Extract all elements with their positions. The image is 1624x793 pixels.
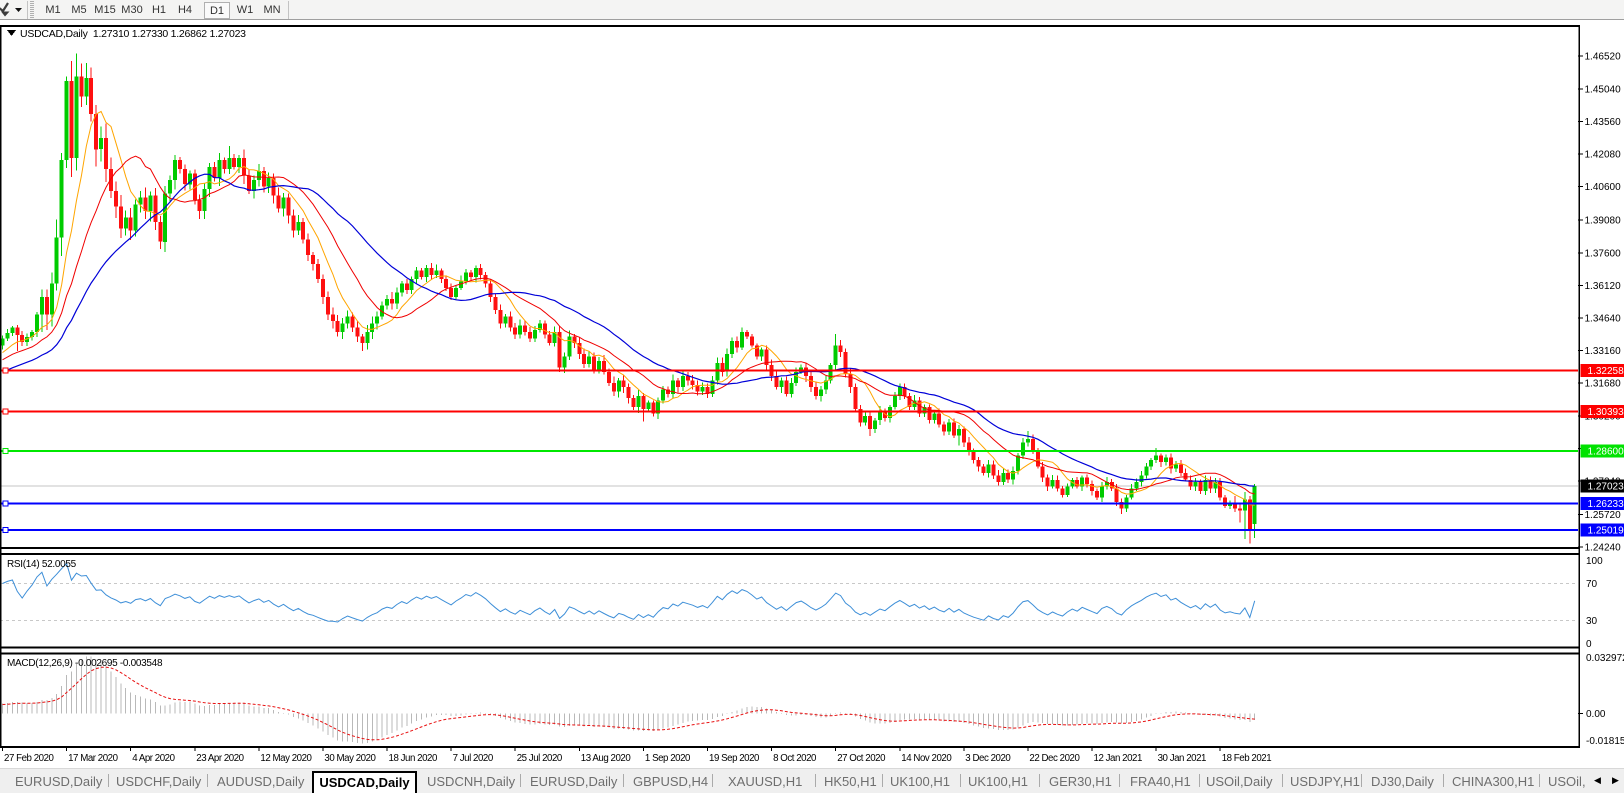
- svg-text:100: 100: [1586, 556, 1603, 567]
- svg-text:14 Nov 2020: 14 Nov 2020: [901, 753, 952, 764]
- svg-text:18 Feb 2021: 18 Feb 2021: [1222, 753, 1272, 764]
- svg-text:0.00: 0.00: [1586, 709, 1606, 720]
- svg-text:4 Apr 2020: 4 Apr 2020: [132, 753, 175, 764]
- svg-text:1.34640: 1.34640: [1585, 314, 1622, 325]
- svg-text:1.31680: 1.31680: [1585, 379, 1622, 390]
- svg-text:1.33160: 1.33160: [1585, 346, 1622, 357]
- svg-text:7 Jul 2020: 7 Jul 2020: [453, 753, 494, 764]
- svg-text:30 May 2020: 30 May 2020: [324, 753, 376, 764]
- svg-text:12 Jan 2021: 12 Jan 2021: [1094, 753, 1142, 764]
- svg-text:19 Sep 2020: 19 Sep 2020: [709, 753, 760, 764]
- svg-text:1.27023: 1.27023: [1588, 481, 1624, 492]
- svg-text:1.37600: 1.37600: [1585, 248, 1622, 259]
- svg-text:25 Jul 2020: 25 Jul 2020: [517, 753, 563, 764]
- svg-text:0.032972: 0.032972: [1586, 653, 1624, 664]
- svg-text:MACD(12,26,9) -0.002695 -0.003: MACD(12,26,9) -0.002695 -0.003548: [7, 658, 163, 669]
- svg-text:12 May 2020: 12 May 2020: [260, 753, 312, 764]
- svg-text:1.25019: 1.25019: [1588, 526, 1624, 537]
- svg-text:0: 0: [1586, 639, 1592, 650]
- svg-text:1.43560: 1.43560: [1585, 117, 1622, 128]
- svg-text:30: 30: [1586, 616, 1598, 627]
- svg-text:1.24240: 1.24240: [1585, 543, 1622, 554]
- svg-text:30 Jan 2021: 30 Jan 2021: [1158, 753, 1206, 764]
- svg-text:70: 70: [1586, 579, 1598, 590]
- svg-text:3 Dec 2020: 3 Dec 2020: [965, 753, 1011, 764]
- svg-text:1.30393: 1.30393: [1588, 407, 1624, 418]
- svg-text:1.45040: 1.45040: [1585, 84, 1622, 95]
- svg-text:1.32258: 1.32258: [1588, 366, 1624, 377]
- svg-text:1.36120: 1.36120: [1585, 281, 1622, 292]
- svg-text:27 Oct 2020: 27 Oct 2020: [837, 753, 886, 764]
- svg-text:1 Sep 2020: 1 Sep 2020: [645, 753, 691, 764]
- svg-text:1.42080: 1.42080: [1585, 150, 1622, 161]
- svg-text:22 Dec 2020: 22 Dec 2020: [1029, 753, 1080, 764]
- svg-text:1.26233: 1.26233: [1588, 499, 1624, 510]
- svg-text:13 Aug 2020: 13 Aug 2020: [581, 753, 632, 764]
- svg-text:8 Oct 2020: 8 Oct 2020: [773, 753, 817, 764]
- svg-text:1.40600: 1.40600: [1585, 182, 1622, 193]
- svg-text:1.39080: 1.39080: [1585, 216, 1622, 227]
- svg-text:23 Apr 2020: 23 Apr 2020: [196, 753, 244, 764]
- svg-text:-0.018154: -0.018154: [1586, 736, 1624, 747]
- svg-text:18 Jun 2020: 18 Jun 2020: [389, 753, 438, 764]
- svg-text:USDCAD,Daily 1.27310 1.27330: USDCAD,Daily 1.27310 1.27330 1.26862 1.2…: [20, 28, 246, 40]
- svg-text:27 Feb 2020: 27 Feb 2020: [4, 753, 55, 764]
- svg-text:1.46520: 1.46520: [1585, 52, 1622, 63]
- svg-text:1.25720: 1.25720: [1585, 510, 1622, 521]
- svg-text:17 Mar 2020: 17 Mar 2020: [68, 753, 119, 764]
- svg-text:1.28600: 1.28600: [1588, 447, 1624, 458]
- svg-text:RSI(14) 52.0055: RSI(14) 52.0055: [7, 559, 77, 570]
